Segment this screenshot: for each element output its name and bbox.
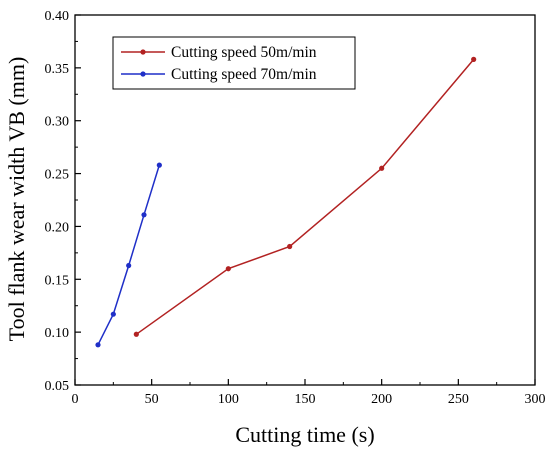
x-tick-label: 150 — [295, 392, 316, 407]
y-tick-label: 0.30 — [45, 115, 70, 130]
x-tick-label: 200 — [371, 392, 392, 407]
data-point — [287, 243, 293, 250]
legend-box — [112, 36, 356, 90]
data-point — [141, 212, 147, 218]
data-point — [379, 165, 385, 171]
x-tick-label: 250 — [448, 392, 469, 407]
legend-label: Cutting speed 50m/min — [171, 44, 317, 61]
legend-marker — [140, 49, 146, 55]
x-tick-label: 300 — [525, 392, 546, 407]
data-point — [225, 266, 231, 272]
series-2 — [95, 162, 162, 348]
data-point — [126, 262, 132, 269]
x-tick-label: 0 — [72, 392, 79, 407]
y-tick-label: 0.25 — [45, 168, 70, 183]
x-axis-label: Cutting time (s) — [235, 422, 374, 447]
legend-marker — [140, 71, 146, 77]
data-point — [471, 56, 477, 63]
legend: Cutting speed 50m/min Cutting speed 70m/m… — [112, 36, 356, 90]
y-tick-label: 0.10 — [45, 326, 70, 341]
legend-label: Cutting speed 70m/min — [171, 66, 317, 83]
x-tick-label: 100 — [218, 392, 239, 407]
y-tick-label: 0.40 — [45, 9, 70, 24]
y-axis-label: Tool flank wear width VB (mm) — [4, 57, 29, 342]
series-line — [135, 58, 475, 335]
y-tick-label: 0.35 — [45, 62, 70, 77]
data-point — [133, 331, 139, 337]
x-tick-label: 50 — [145, 392, 159, 407]
y-tick-label: 0.05 — [45, 379, 70, 394]
y-tick-label: 0.20 — [45, 220, 70, 235]
data-point — [156, 162, 162, 168]
data-point — [110, 311, 116, 317]
series-line — [97, 164, 161, 346]
data-point — [95, 342, 101, 348]
series-1 — [133, 56, 477, 337]
y-tick-label: 0.15 — [45, 273, 70, 288]
